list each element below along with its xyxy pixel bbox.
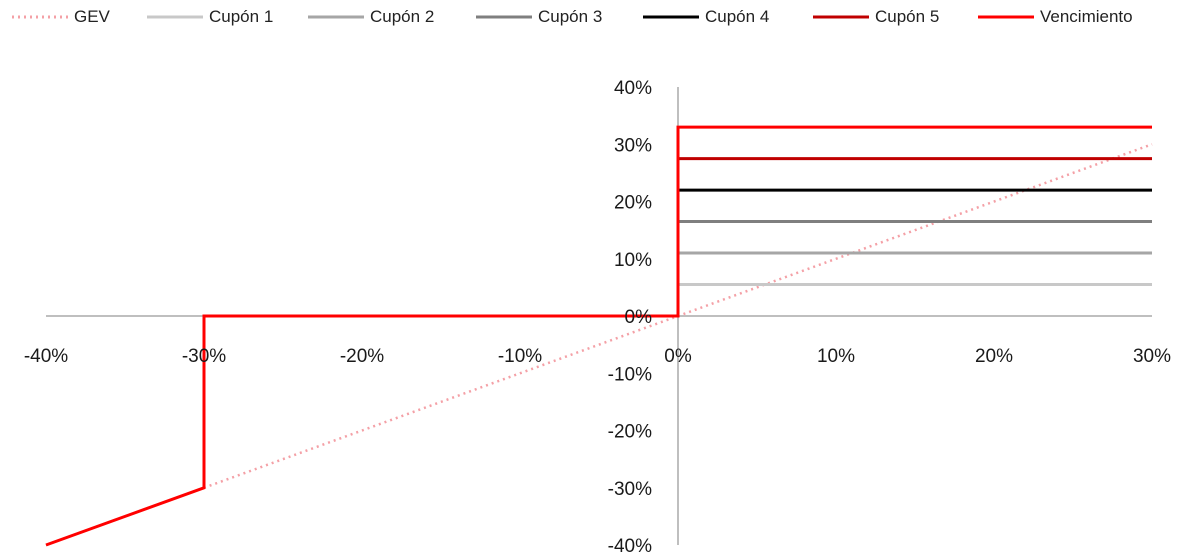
legend-label: Cupón 4: [705, 7, 770, 26]
legend-swatch: [813, 15, 869, 19]
x-tick-label: -30%: [182, 346, 226, 367]
legend-label: Cupón 5: [875, 7, 940, 26]
legend-item: Cupón 4: [643, 5, 769, 29]
x-tick-label: 10%: [817, 346, 855, 367]
y-tick-label: -40%: [608, 536, 652, 557]
y-tick-label: -30%: [608, 479, 652, 500]
legend-item: Cupón 3: [476, 5, 602, 29]
legend-swatch: [978, 15, 1034, 19]
y-tick-label: -20%: [608, 422, 652, 443]
legend-swatch: [308, 15, 364, 19]
y-tick-label: 40%: [614, 78, 652, 99]
legend-label: Vencimiento: [1040, 7, 1133, 26]
x-tick-label: -20%: [340, 346, 384, 367]
y-tick-label: 20%: [614, 193, 652, 214]
tick-labels: -40% -30% -20% -10% 0% 10% 20% 30% 40% 30% 20% 10% 0…: [24, 78, 1171, 557]
legend-swatch: [147, 15, 203, 19]
legend-swatch: [12, 15, 68, 19]
legend-label: GEV: [74, 7, 110, 26]
y-tick-label: 10%: [614, 250, 652, 271]
legend-swatch: [643, 15, 699, 19]
legend-item: GEV: [12, 5, 110, 29]
x-tick-label: 0%: [664, 346, 692, 367]
legend-label: Cupón 3: [538, 7, 603, 26]
x-tick-label: 20%: [975, 346, 1013, 367]
legend-label: Cupón 2: [370, 7, 435, 26]
series-lines: [45, 125, 1153, 547]
legend-item: Vencimiento: [978, 5, 1133, 29]
series-line-6: [45, 125, 1152, 547]
y-tick-label: -10%: [608, 364, 652, 385]
y-tick-label: 0%: [625, 307, 653, 328]
legend: GEV Cupón 1 Cupón 2 Cupón 3 Cupón 4 Cupón 5 Ve…: [0, 0, 1183, 36]
legend-label: Cupón 1: [209, 7, 274, 26]
legend-item: Cupón 1: [147, 5, 273, 29]
x-tick-label: -40%: [24, 346, 68, 367]
series-line-0: [45, 143, 1153, 547]
x-tick-label: 30%: [1133, 346, 1171, 367]
legend-item: Cupón 2: [308, 5, 434, 29]
y-tick-label: 30%: [614, 135, 652, 156]
legend-item: Cupón 5: [813, 5, 939, 29]
legend-swatch: [476, 15, 532, 19]
x-tick-label: -10%: [498, 346, 542, 367]
